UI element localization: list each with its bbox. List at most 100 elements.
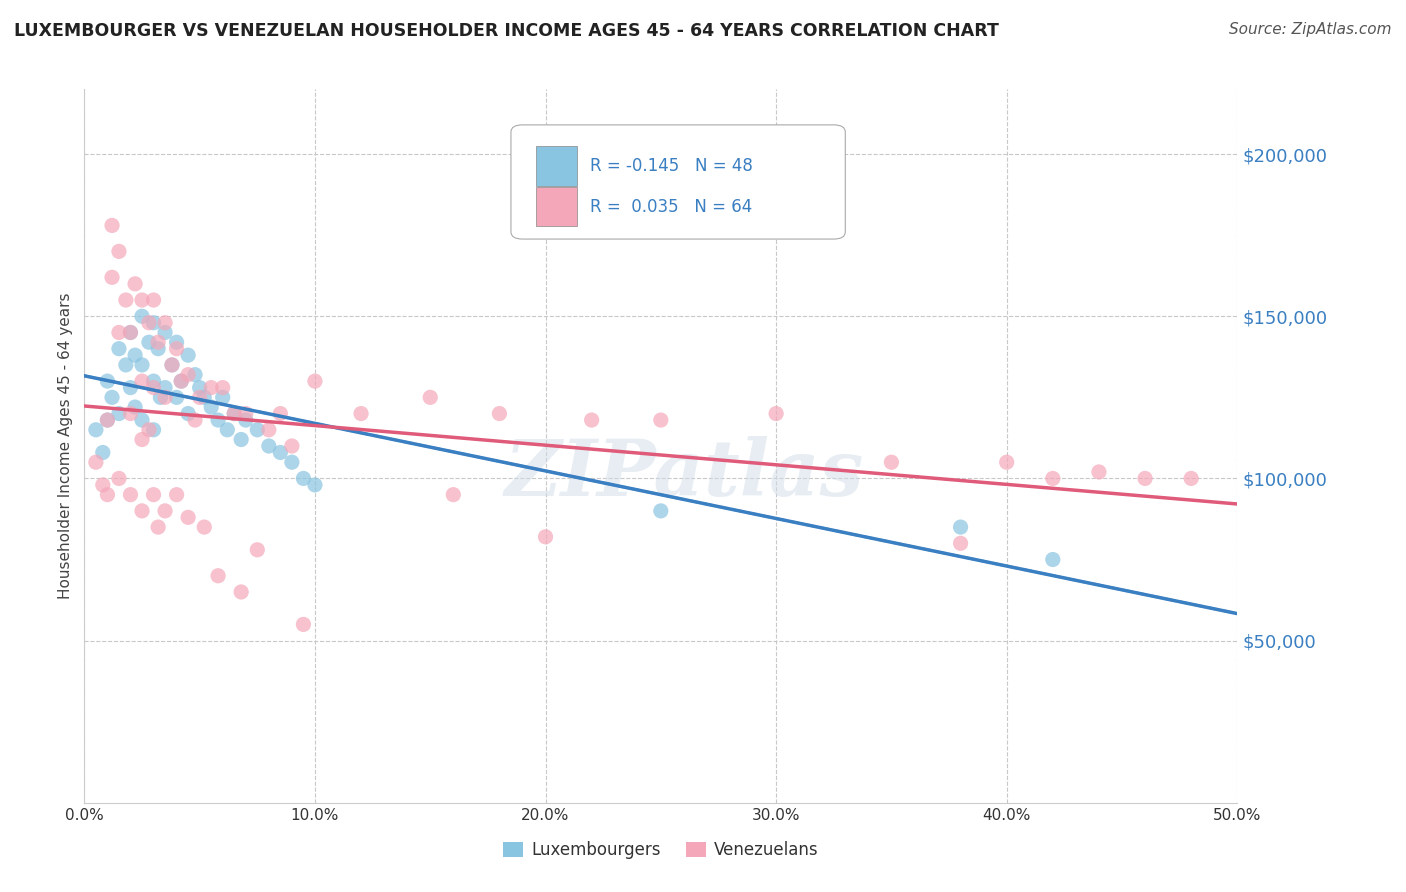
Point — [153, 381, 176, 395]
Point — [188, 381, 211, 395]
Point — [880, 455, 903, 469]
Point — [138, 335, 160, 350]
Point — [120, 381, 142, 395]
Point — [184, 368, 207, 382]
Point — [224, 407, 246, 421]
Point — [101, 390, 124, 404]
Point — [211, 381, 233, 395]
Point — [120, 407, 142, 421]
Point — [231, 433, 253, 447]
Point — [96, 413, 118, 427]
Text: R = -0.145   N = 48: R = -0.145 N = 48 — [591, 157, 754, 175]
Point — [224, 407, 246, 421]
Point — [581, 413, 603, 427]
Point — [166, 390, 188, 404]
Point — [1180, 471, 1202, 485]
Y-axis label: Householder Income Ages 45 - 64 years: Householder Income Ages 45 - 64 years — [58, 293, 73, 599]
Text: Source: ZipAtlas.com: Source: ZipAtlas.com — [1229, 22, 1392, 37]
Point — [131, 413, 153, 427]
Point — [160, 358, 183, 372]
Point — [96, 374, 118, 388]
Point — [170, 374, 193, 388]
Point — [488, 407, 510, 421]
Point — [153, 316, 176, 330]
Point — [246, 542, 269, 557]
Point — [177, 510, 200, 524]
Point — [160, 358, 183, 372]
Point — [124, 348, 146, 362]
Point — [177, 368, 200, 382]
Point — [200, 381, 222, 395]
Point — [131, 433, 153, 447]
Point — [108, 471, 131, 485]
Point — [235, 413, 257, 427]
Point — [184, 413, 207, 427]
Point — [101, 219, 124, 233]
Point — [108, 342, 131, 356]
Point — [131, 358, 153, 372]
Point — [84, 423, 107, 437]
Point — [217, 423, 239, 437]
Point — [120, 488, 142, 502]
Point — [177, 407, 200, 421]
Legend: Luxembourgers, Venezuelans: Luxembourgers, Venezuelans — [496, 835, 825, 866]
Point — [115, 358, 138, 372]
Point — [246, 423, 269, 437]
Point — [142, 293, 165, 307]
Point — [96, 413, 118, 427]
Point — [142, 374, 165, 388]
Point — [257, 423, 280, 437]
Point — [124, 400, 146, 414]
Point — [995, 455, 1018, 469]
Point — [1088, 465, 1111, 479]
FancyBboxPatch shape — [510, 125, 845, 239]
Point — [166, 342, 188, 356]
Point — [257, 439, 280, 453]
Point — [281, 455, 304, 469]
Point — [131, 374, 153, 388]
Point — [91, 445, 114, 459]
Point — [650, 504, 672, 518]
Point — [949, 536, 972, 550]
Point — [108, 244, 131, 259]
Point — [84, 455, 107, 469]
Point — [304, 478, 326, 492]
Point — [949, 520, 972, 534]
Point — [193, 390, 215, 404]
Point — [269, 445, 291, 459]
Point — [177, 348, 200, 362]
Point — [142, 381, 165, 395]
Point — [419, 390, 441, 404]
Point — [1133, 471, 1156, 485]
Point — [304, 374, 326, 388]
Point — [235, 407, 257, 421]
Point — [108, 407, 131, 421]
Point — [650, 413, 672, 427]
Point — [281, 439, 304, 453]
Point — [153, 504, 176, 518]
FancyBboxPatch shape — [536, 187, 576, 227]
FancyBboxPatch shape — [536, 146, 576, 186]
Point — [146, 520, 169, 534]
Text: LUXEMBOURGER VS VENEZUELAN HOUSEHOLDER INCOME AGES 45 - 64 YEARS CORRELATION CHA: LUXEMBOURGER VS VENEZUELAN HOUSEHOLDER I… — [14, 22, 998, 40]
Point — [188, 390, 211, 404]
Point — [142, 488, 165, 502]
Point — [108, 326, 131, 340]
Point — [146, 342, 169, 356]
Point — [207, 413, 229, 427]
Point — [292, 471, 315, 485]
Point — [211, 390, 233, 404]
Text: ZIPatlas: ZIPatlas — [505, 436, 863, 513]
Point — [153, 326, 176, 340]
Point — [765, 407, 787, 421]
Point — [96, 488, 118, 502]
Point — [200, 400, 222, 414]
Text: R =  0.035   N = 64: R = 0.035 N = 64 — [591, 198, 752, 216]
Point — [115, 293, 138, 307]
Point — [441, 488, 464, 502]
Point — [120, 326, 142, 340]
Point — [101, 270, 124, 285]
Point — [120, 326, 142, 340]
Point — [138, 316, 160, 330]
Point — [131, 310, 153, 324]
